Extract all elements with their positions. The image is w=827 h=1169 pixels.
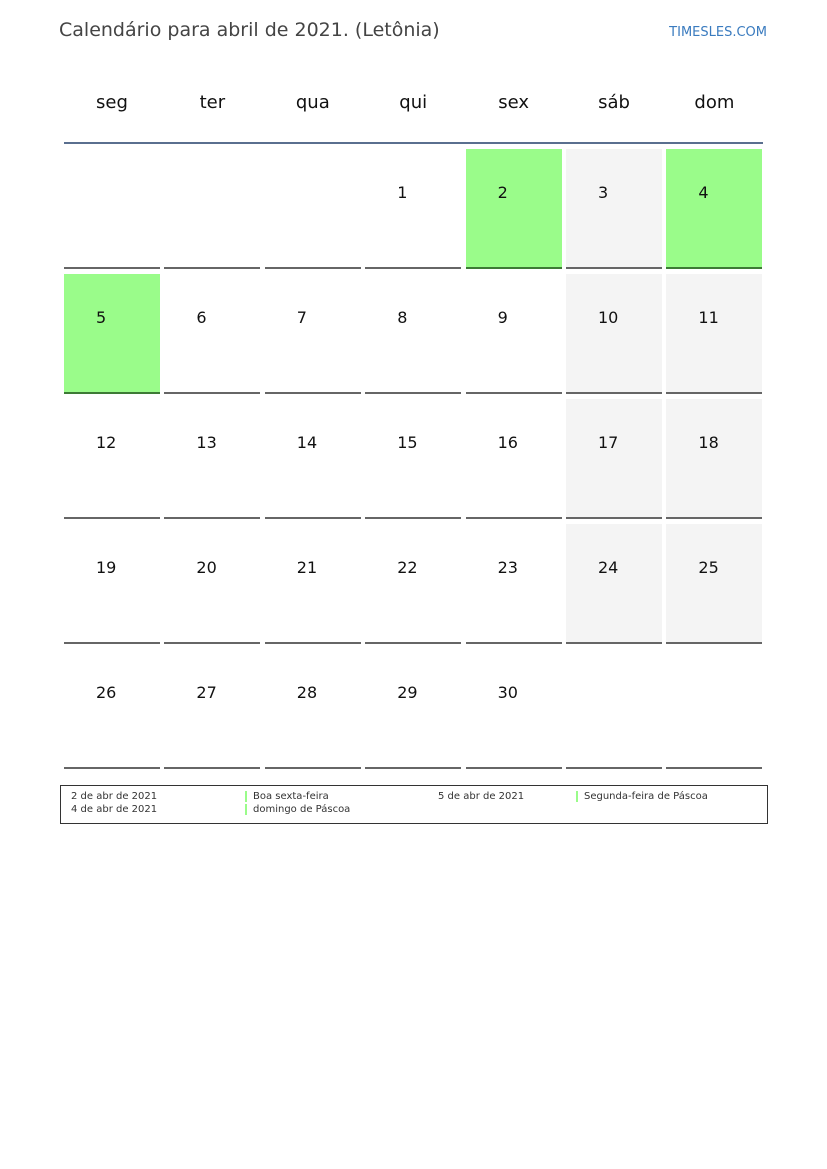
day-number: 26	[96, 683, 117, 702]
day-cell[interactable]: 9	[465, 274, 562, 394]
day-cell[interactable]: 6	[164, 274, 261, 394]
day-number: 1	[397, 183, 408, 202]
day-cell[interactable]: 21	[264, 524, 361, 644]
day-cell[interactable]: 18	[666, 399, 763, 519]
holiday-color-marker	[576, 791, 578, 802]
day-cell[interactable]: 17	[566, 399, 662, 519]
day-number: 15	[397, 433, 418, 452]
day-cell[interactable]: 2	[465, 149, 562, 269]
day-cell[interactable]: 20	[164, 524, 261, 644]
day-number: 17	[598, 433, 619, 452]
day-number: 20	[196, 558, 217, 577]
empty-day-cell	[666, 649, 763, 769]
day-cell[interactable]: 23	[465, 524, 562, 644]
day-number: 8	[397, 308, 408, 327]
day-cell[interactable]: 15	[365, 399, 462, 519]
day-cell[interactable]: 25	[666, 524, 763, 644]
day-number: 23	[497, 558, 518, 577]
day-cell[interactable]: 29	[365, 649, 462, 769]
day-number: 30	[497, 683, 518, 702]
day-cell[interactable]: 26	[64, 649, 160, 769]
day-cell[interactable]: 19	[64, 524, 160, 644]
day-cell[interactable]: 13	[164, 399, 261, 519]
day-cell[interactable]: 4	[666, 149, 763, 269]
day-number: 2	[497, 183, 508, 202]
brand-link[interactable]: TIMESLES.COM	[669, 25, 767, 40]
page-title: Calendário para abril de 2021. (Letônia)	[59, 19, 440, 41]
day-cell[interactable]: 11	[666, 274, 763, 394]
day-cell[interactable]: 7	[264, 274, 361, 394]
day-number: 25	[698, 558, 719, 577]
day-number: 10	[598, 308, 619, 327]
day-number: 21	[296, 558, 318, 577]
day-cell[interactable]: 30	[465, 649, 562, 769]
weekday-header: ter	[199, 92, 226, 113]
holiday-color-marker	[245, 804, 247, 815]
holiday-color-marker	[245, 791, 247, 802]
legend-date: 4 de abr de 2021	[71, 804, 158, 815]
empty-day-cell	[64, 149, 160, 269]
day-number: 28	[296, 683, 318, 702]
weekday-header: sáb	[598, 92, 630, 113]
day-number: 12	[96, 433, 117, 452]
legend-holiday-name: Boa sexta-feira	[253, 791, 329, 802]
day-number: 24	[598, 558, 619, 577]
day-number: 11	[698, 308, 719, 327]
day-cell[interactable]: 10	[566, 274, 662, 394]
day-number: 27	[196, 683, 217, 702]
day-number: 3	[598, 183, 609, 202]
day-number: 29	[397, 683, 418, 702]
day-number: 9	[497, 308, 508, 327]
day-cell[interactable]: 5	[64, 274, 160, 394]
empty-day-cell	[164, 149, 261, 269]
legend-date: 2 de abr de 2021	[71, 791, 158, 802]
day-cell[interactable]: 28	[264, 649, 361, 769]
day-cell[interactable]: 1	[365, 149, 462, 269]
day-number: 22	[397, 558, 418, 577]
day-number: 14	[296, 433, 318, 452]
day-cell[interactable]: 22	[365, 524, 462, 644]
day-cell[interactable]: 24	[566, 524, 662, 644]
day-number: 7	[296, 308, 307, 327]
weekday-header: qua	[295, 92, 330, 113]
day-number: 18	[698, 433, 719, 452]
day-number: 4	[698, 183, 709, 202]
legend-holiday-name: domingo de Páscoa	[253, 804, 351, 815]
day-cell[interactable]: 3	[566, 149, 662, 269]
empty-day-cell	[264, 149, 361, 269]
day-cell[interactable]: 27	[164, 649, 261, 769]
legend-holiday-name: Segunda-feira de Páscoa	[584, 791, 708, 802]
day-number: 6	[196, 308, 207, 327]
weekday-header: qui	[399, 92, 428, 113]
day-number: 13	[196, 433, 217, 452]
day-cell[interactable]: 14	[264, 399, 361, 519]
legend-date: 5 de abr de 2021	[438, 791, 525, 802]
weekday-header: sex	[498, 92, 529, 113]
day-number: 16	[497, 433, 518, 452]
day-number: 19	[96, 558, 117, 577]
day-cell[interactable]: 12	[64, 399, 160, 519]
day-number: 5	[96, 308, 107, 327]
holiday-legend: 2 de abr de 2021 Boa sexta-feira 4 de abr …	[60, 785, 768, 824]
weekday-header: seg	[96, 92, 128, 113]
empty-day-cell	[566, 649, 662, 769]
day-cell[interactable]: 8	[365, 274, 462, 394]
weekday-header: dom	[694, 92, 735, 113]
day-cell[interactable]: 16	[465, 399, 562, 519]
header-divider	[64, 142, 763, 144]
